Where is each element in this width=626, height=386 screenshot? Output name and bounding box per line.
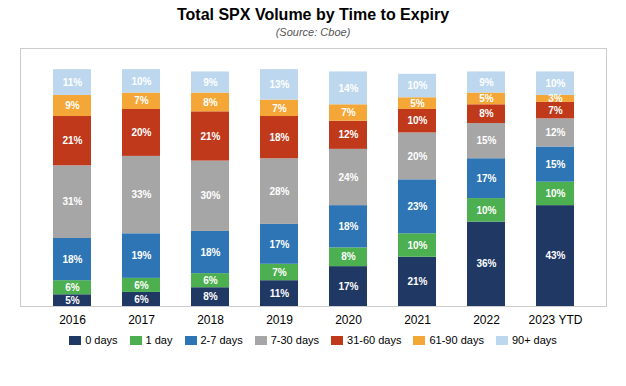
svg-text:19%: 19% [131, 250, 151, 261]
svg-text:2018: 2018 [197, 313, 224, 327]
svg-text:7%: 7% [134, 95, 149, 106]
svg-text:11%: 11% [63, 77, 83, 88]
svg-text:9%: 9% [479, 77, 494, 88]
svg-text:10%: 10% [407, 115, 427, 126]
svg-text:23%: 23% [407, 201, 427, 212]
svg-text:31%: 31% [62, 196, 82, 207]
svg-text:6%: 6% [134, 294, 149, 305]
html-text:2-7 days: 2-7 days [200, 334, 243, 346]
svg-text:2021: 2021 [404, 313, 431, 327]
svg-text:20%: 20% [131, 127, 151, 138]
svg-text:18%: 18% [269, 132, 289, 143]
html-text:Total SPX Volume by Time to Ex: Total SPX Volume by Time to Expiry [177, 6, 449, 23]
svg-text:6%: 6% [65, 282, 80, 293]
svg-text:5%: 5% [410, 98, 425, 109]
svg-text:9%: 9% [65, 100, 80, 111]
svg-text:5%: 5% [65, 295, 80, 306]
svg-text:12%: 12% [338, 129, 358, 140]
html-text:7-30 days: 7-30 days [270, 334, 319, 346]
html-text:1 day: 1 day [145, 334, 173, 346]
svg-text:17%: 17% [476, 173, 496, 184]
svg-text:8%: 8% [203, 97, 218, 108]
svg-text:18%: 18% [338, 221, 358, 232]
svg-text:30%: 30% [200, 190, 220, 201]
svg-text:18%: 18% [62, 254, 82, 265]
svg-text:2022: 2022 [473, 313, 500, 327]
svg-text:2019: 2019 [266, 313, 293, 327]
svg-text:6%: 6% [134, 280, 149, 291]
svg-text:14%: 14% [338, 83, 358, 94]
svg-text:7%: 7% [548, 105, 563, 116]
svg-text:5%: 5% [479, 93, 494, 104]
svg-text:7%: 7% [341, 107, 356, 118]
svg-text:21%: 21% [62, 135, 82, 146]
svg-text:15%: 15% [476, 135, 496, 146]
svg-text:10%: 10% [407, 240, 427, 251]
svg-text:10%: 10% [131, 76, 151, 87]
svg-text:15%: 15% [545, 159, 565, 170]
svg-text:2023 YTD: 2023 YTD [529, 313, 583, 327]
svg-text:21%: 21% [407, 276, 427, 287]
svg-text:2017: 2017 [128, 313, 155, 327]
svg-text:28%: 28% [269, 186, 289, 197]
svg-text:13%: 13% [269, 79, 289, 90]
svg-text:3%: 3% [548, 93, 563, 104]
html-text:0 days: 0 days [85, 334, 118, 346]
svg-text:33%: 33% [131, 189, 151, 200]
svg-text:7%: 7% [272, 103, 287, 114]
svg-text:10%: 10% [545, 188, 565, 199]
html-text:90+ days: 90+ days [511, 334, 557, 346]
svg-text:11%: 11% [270, 288, 290, 299]
svg-text:36%: 36% [476, 258, 496, 269]
svg-text:17%: 17% [269, 239, 289, 250]
svg-text:9%: 9% [203, 77, 218, 88]
svg-text:21%: 21% [200, 131, 220, 142]
svg-text:8%: 8% [203, 291, 218, 302]
svg-text:43%: 43% [545, 250, 565, 261]
svg-text:10%: 10% [476, 205, 496, 216]
svg-text:24%: 24% [338, 172, 358, 183]
svg-text:17%: 17% [338, 281, 358, 292]
html-text:61-90 days: 61-90 days [429, 334, 484, 346]
svg-text:10%: 10% [545, 78, 565, 89]
svg-text:2020: 2020 [335, 313, 362, 327]
svg-text:20%: 20% [407, 151, 427, 162]
svg-text:18%: 18% [200, 247, 220, 258]
svg-text:10%: 10% [407, 80, 427, 91]
svg-text:12%: 12% [545, 127, 565, 138]
svg-text:7%: 7% [272, 267, 287, 278]
svg-text:6%: 6% [203, 275, 218, 286]
svg-text:8%: 8% [479, 108, 494, 119]
html-text:31-60 days: 31-60 days [347, 334, 402, 346]
svg-text:8%: 8% [341, 251, 356, 262]
html-text:(Source: Cboe): (Source: Cboe) [275, 26, 351, 38]
svg-text:2016: 2016 [59, 313, 86, 327]
